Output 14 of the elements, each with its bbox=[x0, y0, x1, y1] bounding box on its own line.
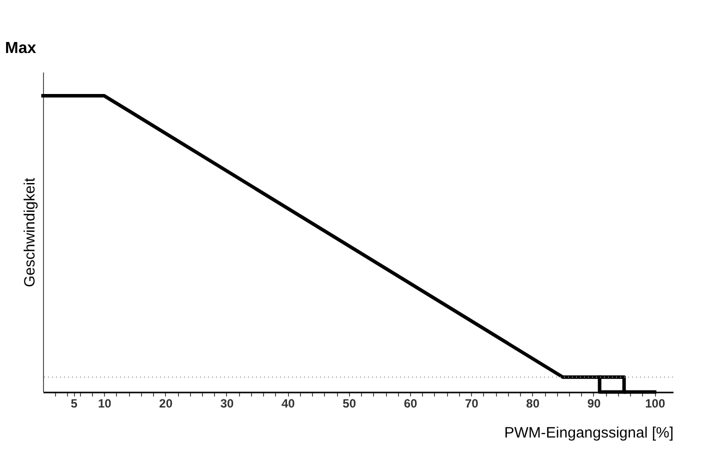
x-tick-label: 70 bbox=[464, 396, 479, 410]
x-tick-label: 80 bbox=[526, 396, 540, 410]
y-axis-title: Geschwindigkeit bbox=[22, 177, 38, 288]
x-tick-label: 50 bbox=[342, 396, 356, 410]
text: Max bbox=[5, 40, 36, 57]
x-tick-label: 100 bbox=[645, 396, 666, 410]
x-axis-title: PWM-Eingangssignal [%] bbox=[504, 424, 674, 442]
x-tick-label: 10 bbox=[98, 396, 112, 410]
x-tick-label: 40 bbox=[281, 396, 296, 410]
x-tick-label: 60 bbox=[404, 396, 418, 410]
x-tick-label: 20 bbox=[159, 396, 173, 410]
x-tick-label: 5 bbox=[70, 396, 78, 410]
x-tick-label: 90 bbox=[587, 396, 601, 410]
x-tick-label: 30 bbox=[220, 396, 234, 410]
